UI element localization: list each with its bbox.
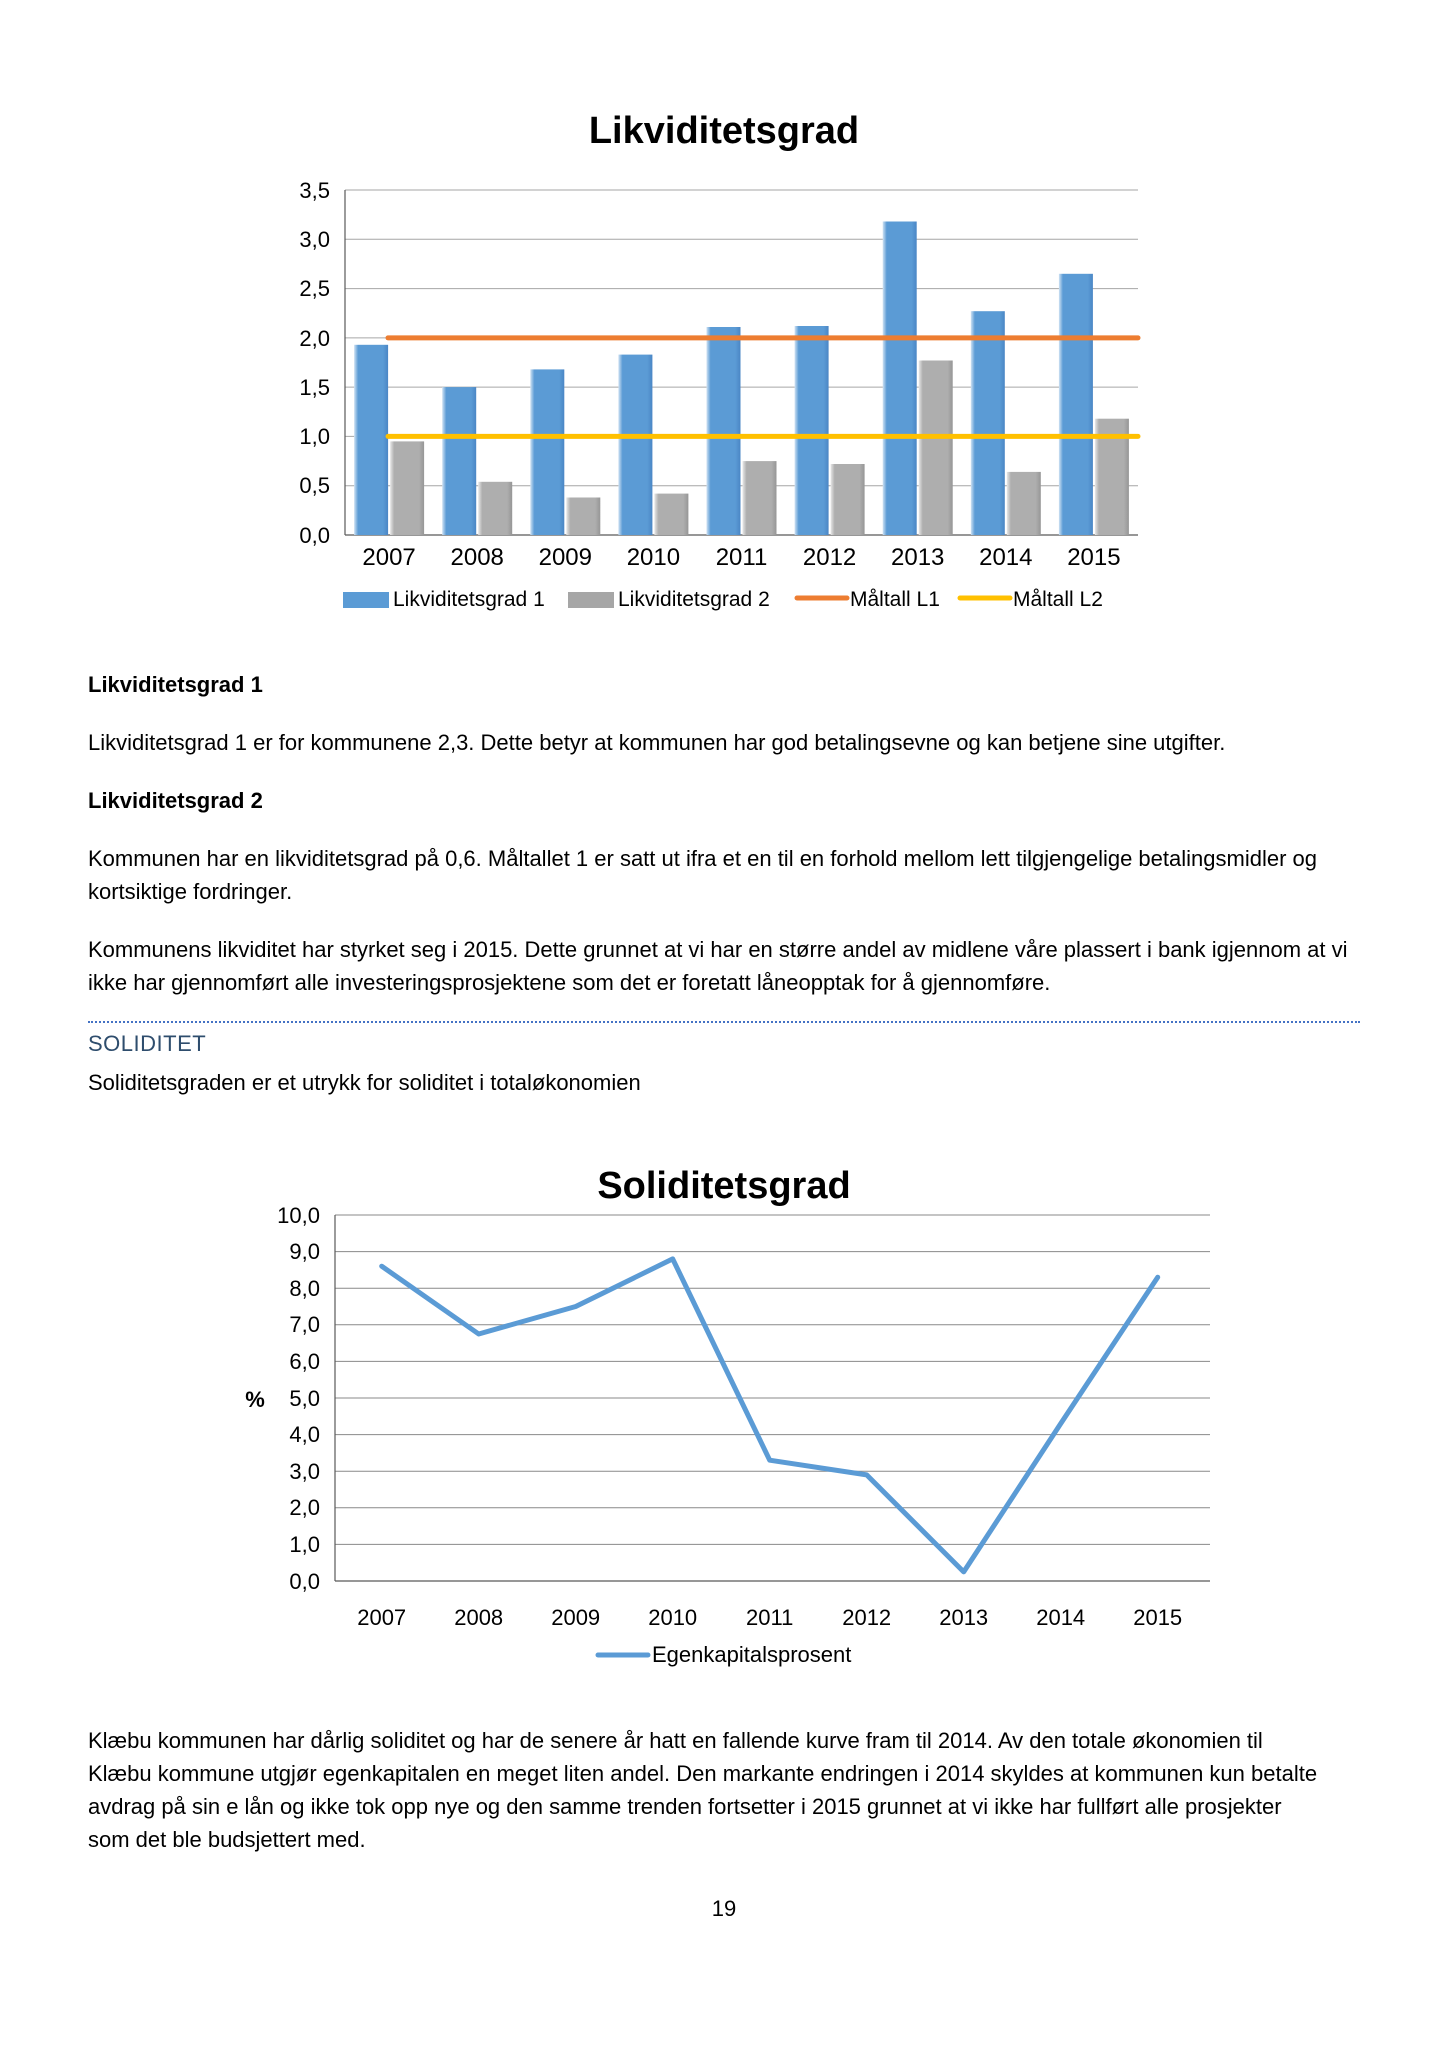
- svg-text:2015: 2015: [1133, 1605, 1182, 1630]
- svg-text:%: %: [245, 1387, 265, 1412]
- svg-text:1,0: 1,0: [289, 1532, 320, 1557]
- svg-text:2,0: 2,0: [289, 1495, 320, 1520]
- svg-text:0,0: 0,0: [289, 1569, 320, 1594]
- svg-text:2009: 2009: [551, 1605, 600, 1630]
- svg-text:10,0: 10,0: [277, 1203, 320, 1228]
- svg-text:2010: 2010: [648, 1605, 697, 1630]
- svg-text:2013: 2013: [939, 1605, 988, 1630]
- svg-text:9,0: 9,0: [289, 1239, 320, 1264]
- svg-text:3,0: 3,0: [289, 1459, 320, 1484]
- svg-text:7,0: 7,0: [289, 1312, 320, 1337]
- svg-text:4,0: 4,0: [289, 1422, 320, 1447]
- svg-text:8,0: 8,0: [289, 1276, 320, 1301]
- svg-text:6,0: 6,0: [289, 1349, 320, 1374]
- svg-text:2007: 2007: [357, 1605, 406, 1630]
- svg-text:2008: 2008: [454, 1605, 503, 1630]
- svg-text:2014: 2014: [1036, 1605, 1085, 1630]
- svg-text:2012: 2012: [842, 1605, 891, 1630]
- svg-text:2011: 2011: [746, 1605, 793, 1630]
- svg-text:5,0: 5,0: [289, 1386, 320, 1411]
- svg-text:Egenkapitalsprosent: Egenkapitalsprosent: [652, 1642, 851, 1667]
